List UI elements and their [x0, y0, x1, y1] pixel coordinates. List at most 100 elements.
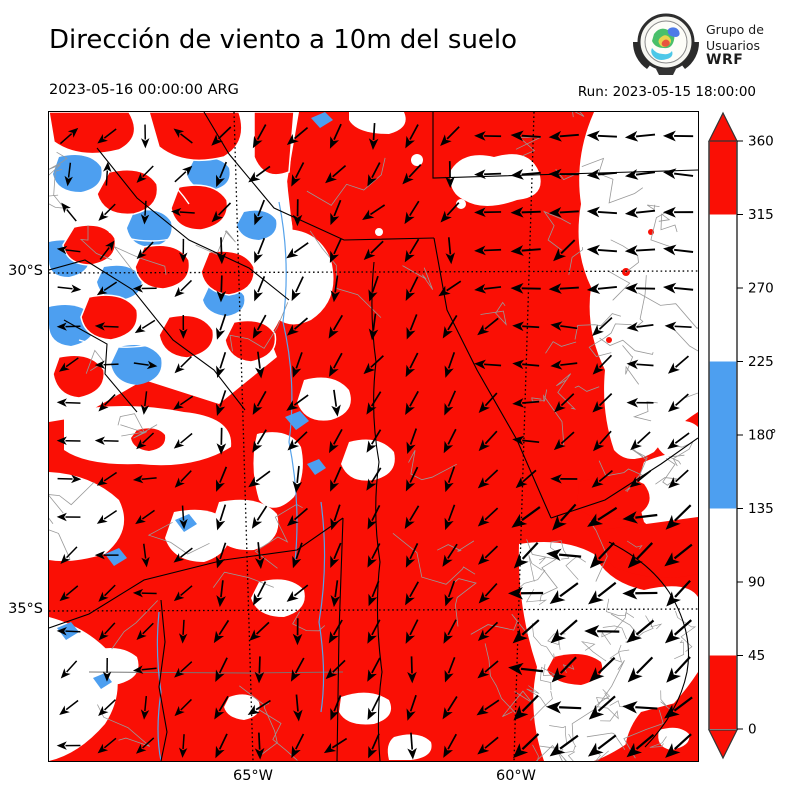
wind-arrow-head [323, 742, 337, 754]
wind-arrow-shaft [255, 470, 271, 482]
map-region-red [148, 111, 243, 162]
wind-arrow-shaft [218, 695, 229, 712]
wind-arrow [328, 619, 343, 644]
wind-arrow [405, 543, 419, 568]
wind-arrow-head [178, 633, 188, 644]
map-region-blue [237, 210, 277, 240]
wind-arrow-head [64, 175, 73, 187]
wind-arrow-shaft [295, 694, 299, 712]
wind-arrow-shaft [103, 471, 118, 482]
department-boundary [589, 521, 608, 582]
wind-arrow-head [254, 288, 264, 302]
wind-arrow [444, 466, 456, 493]
wind-arrow [140, 200, 150, 225]
wind-arrow [330, 695, 342, 721]
wind-arrow [366, 429, 382, 453]
map-region-red [606, 337, 612, 343]
colorbar-seg-225-315 [709, 214, 737, 362]
wind-arrow [136, 241, 154, 260]
wind-arrow-shaft [219, 390, 227, 407]
wind-arrow-shaft [103, 128, 117, 139]
wind-arrow [593, 430, 612, 452]
wind-arrow-shaft [447, 696, 458, 712]
wind-arrow-head [444, 365, 454, 378]
wind-arrow-head [140, 709, 150, 720]
wind-arrow-head [404, 516, 415, 530]
valid-time-label: 2023-05-16 00:00:00 ARG [49, 82, 239, 98]
wind-arrow-shaft [410, 732, 414, 750]
department-boundary [543, 394, 565, 446]
wind-arrow-shaft [256, 314, 267, 331]
wind-arrow [508, 586, 544, 600]
wind-arrow [328, 314, 344, 339]
terrain-contour [58, 146, 190, 205]
wind-arrow-head [254, 557, 265, 570]
river-line [318, 501, 326, 713]
wind-arrow-head [668, 400, 680, 412]
wind-arrow-shaft [598, 469, 613, 483]
wind-arrow [668, 393, 689, 412]
wind-arrow-head [286, 400, 299, 411]
wind-arrow-shaft [104, 203, 116, 216]
wind-arrow [512, 398, 540, 408]
wind-arrow-head [405, 135, 415, 149]
wind-arrow-shaft [635, 733, 655, 750]
wind-arrow-shaft [59, 133, 73, 145]
wind-arrow [216, 466, 228, 492]
wind-arrow [363, 240, 384, 261]
wind-arrow-shaft [104, 584, 116, 597]
wind-arrow-shaft [333, 428, 343, 445]
colorbar-extend-top [708, 111, 738, 142]
wind-arrow-head [179, 518, 188, 530]
wind-arrow-head [216, 290, 227, 303]
wind-arrow [98, 622, 116, 641]
department-boundary [402, 265, 434, 290]
department-boundary [543, 210, 571, 251]
department-boundary [674, 639, 685, 660]
wind-arrow [627, 542, 654, 569]
wind-arrow-head [213, 630, 225, 644]
wind-arrow-head [173, 591, 185, 602]
province-boundary [63, 319, 138, 413]
terrain-contour [78, 339, 155, 348]
wind-arrow-shaft [559, 553, 582, 558]
wind-arrow-shaft [521, 619, 540, 636]
wind-arrow [323, 737, 348, 754]
wind-arrow [98, 394, 116, 412]
wind-arrow [215, 657, 228, 682]
wind-arrow [366, 391, 382, 415]
province-boundary [433, 237, 552, 519]
wind-arrow-shaft [674, 656, 691, 674]
wind-arrow [662, 130, 694, 142]
wind-arrow [445, 237, 456, 265]
department-boundary [408, 450, 457, 481]
wind-arrow-shaft [484, 286, 502, 290]
wind-arrow [476, 699, 500, 716]
wind-arrow [216, 580, 226, 608]
wind-arrow [438, 280, 462, 297]
wind-arrow [56, 245, 81, 255]
wind-arrow-head [216, 327, 226, 340]
wind-arrow-shaft [409, 390, 419, 407]
wind-arrow-head [363, 362, 376, 375]
wind-arrow-head [512, 435, 525, 446]
wind-arrow-shaft [597, 656, 616, 674]
wind-arrow-head [286, 324, 299, 336]
wind-arrow [248, 165, 271, 183]
map-region-blue [307, 459, 326, 475]
wind-arrow-head [96, 286, 108, 296]
wind-arrow-head [627, 553, 643, 569]
wind-arrow-head [252, 326, 263, 339]
colorbar-tick-180: 180 [748, 428, 774, 444]
province-boundary [158, 599, 168, 762]
province-boundary [96, 147, 290, 301]
wind-arrow-shaft [447, 314, 458, 331]
province-boundary [336, 517, 344, 762]
wind-arrow [133, 360, 158, 370]
wind-arrow-head [552, 515, 567, 531]
wind-arrow [368, 313, 379, 341]
wind-arrow [510, 168, 541, 180]
wind-arrow-shaft [409, 238, 420, 255]
wind-arrow-shaft [635, 706, 658, 710]
